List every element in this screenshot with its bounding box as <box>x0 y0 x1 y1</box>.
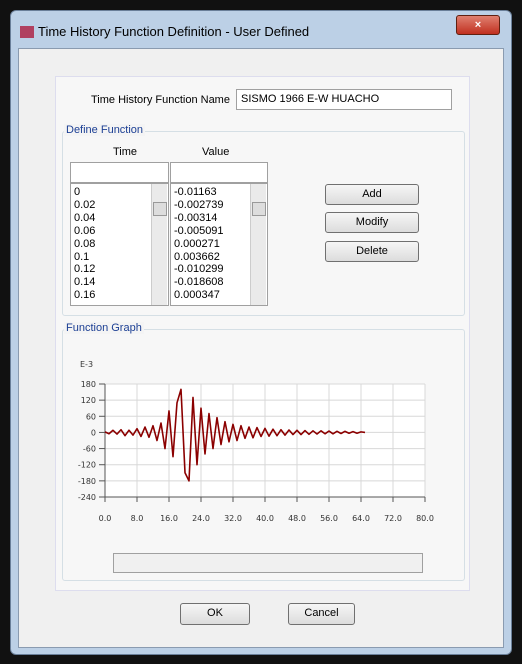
name-label: Time History Function Name <box>91 94 230 106</box>
define-function-title: Define Function <box>64 124 146 136</box>
time-input[interactable] <box>70 162 169 183</box>
value-scrollbar[interactable] <box>250 184 266 305</box>
list-row[interactable]: 0.08 <box>74 237 96 250</box>
list-row[interactable]: 0.003662 <box>174 250 220 263</box>
scroll-thumb[interactable] <box>153 202 167 216</box>
value-input[interactable] <box>170 162 268 183</box>
list-row[interactable]: 0.000271 <box>174 237 220 250</box>
modify-button[interactable]: Modify <box>325 212 419 233</box>
cancel-button[interactable]: Cancel <box>288 603 355 625</box>
function-graph-group <box>62 329 465 581</box>
list-row[interactable]: 0.1 <box>74 250 90 263</box>
list-row[interactable]: 0.000347 <box>174 289 220 302</box>
list-row[interactable]: 0.12 <box>74 263 96 276</box>
value-header: Value <box>202 146 230 158</box>
list-row[interactable]: 0.02 <box>74 198 96 211</box>
progress-bar <box>113 553 423 573</box>
list-row[interactable]: -0.005091 <box>174 224 224 237</box>
window-title: Time History Function Definition - User … <box>38 24 310 39</box>
close-button[interactable]: × <box>456 15 500 35</box>
title-icon <box>20 26 34 38</box>
list-row[interactable]: -0.018608 <box>174 276 224 289</box>
function-graph-title: Function Graph <box>64 322 144 334</box>
list-row[interactable]: 0.04 <box>74 211 96 224</box>
time-header: Time <box>113 146 138 158</box>
delete-button[interactable]: Delete <box>325 241 419 262</box>
scroll-thumb[interactable] <box>252 202 266 216</box>
list-row[interactable]: -0.010299 <box>174 263 224 276</box>
list-row[interactable]: -0.00314 <box>174 211 218 224</box>
add-button[interactable]: Add <box>325 184 419 205</box>
name-input[interactable]: SISMO 1966 E-W HUACHO <box>236 89 452 110</box>
list-row[interactable]: 0.16 <box>74 289 96 302</box>
list-row[interactable]: -0.002739 <box>174 198 224 211</box>
list-row[interactable]: 0 <box>74 186 81 198</box>
list-row[interactable]: 0.14 <box>74 276 96 289</box>
list-row[interactable]: -0.01163 <box>174 186 217 198</box>
ok-button[interactable]: OK <box>180 603 250 625</box>
time-scrollbar[interactable] <box>151 184 167 305</box>
list-row[interactable]: 0.06 <box>74 224 96 237</box>
define-function-group <box>62 131 465 316</box>
